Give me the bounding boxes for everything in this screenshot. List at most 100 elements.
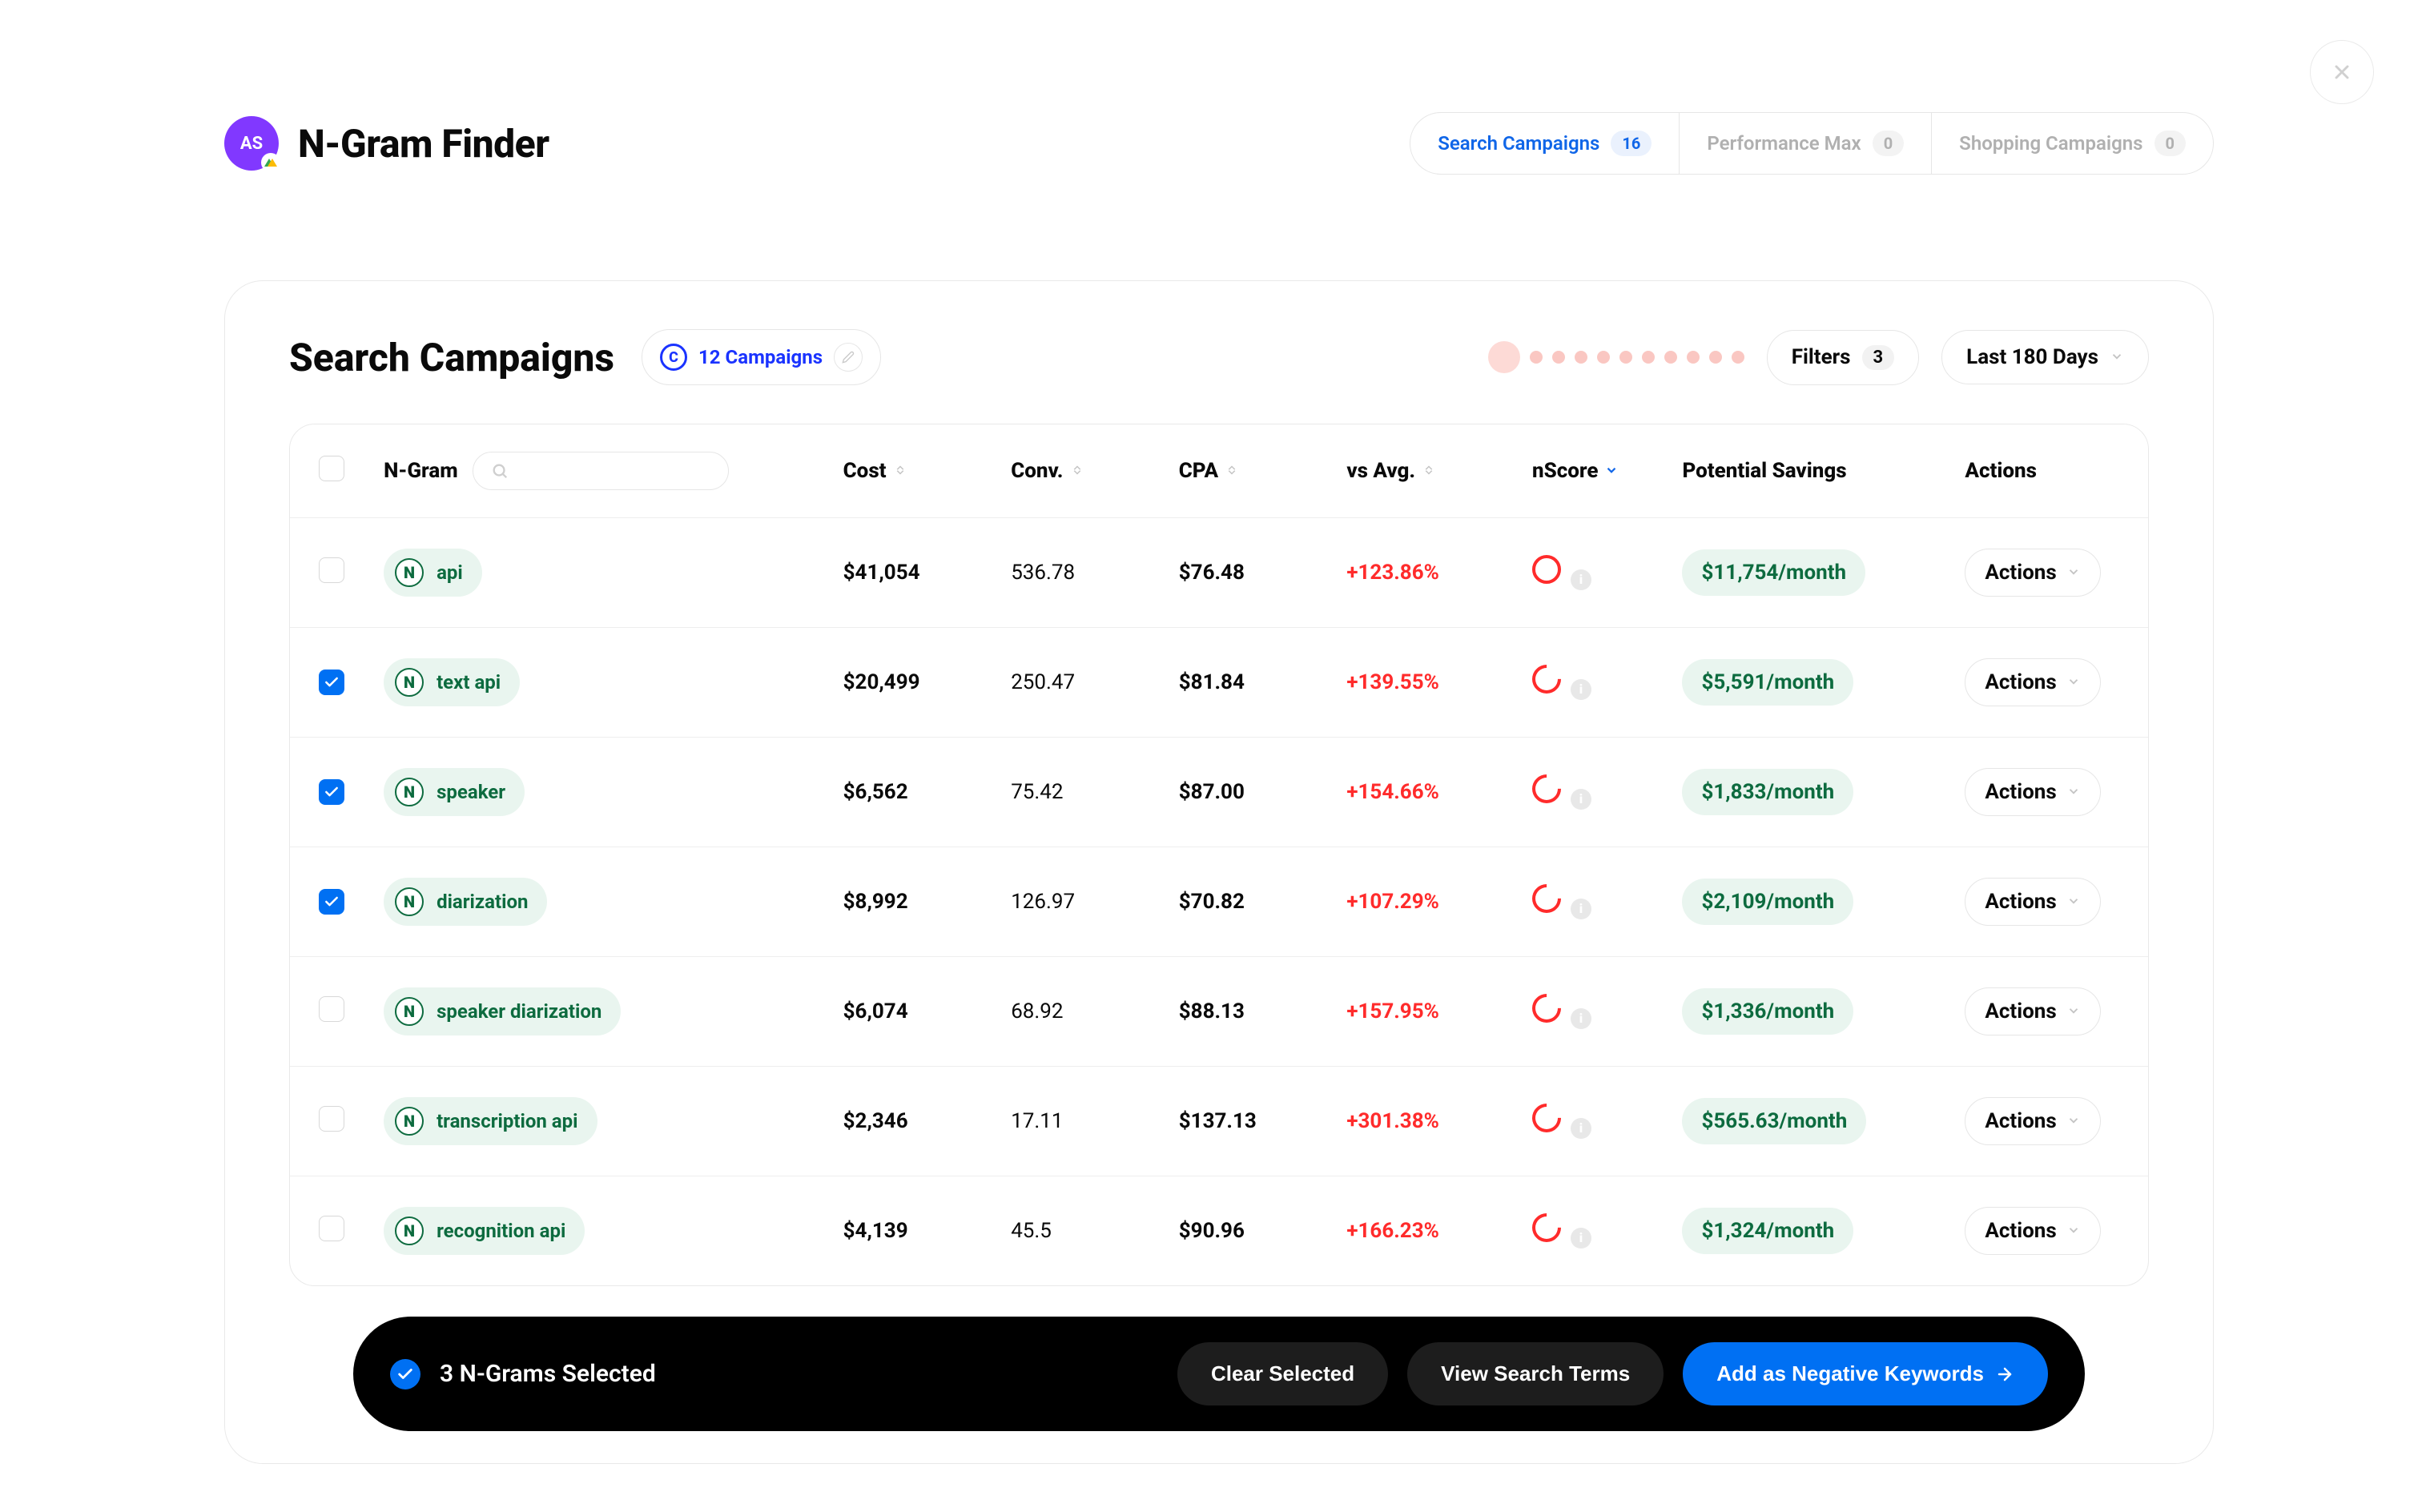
row-actions-button[interactable]: Actions: [1965, 768, 2100, 816]
view-search-terms-button[interactable]: View Search Terms: [1407, 1342, 1664, 1405]
info-icon[interactable]: i: [1571, 1228, 1591, 1249]
table-row: Nspeaker $6,562 75.42 $87.00 +154.66% i …: [290, 738, 2148, 847]
clear-selected-button[interactable]: Clear Selected: [1177, 1342, 1388, 1405]
conv-cell: 45.5: [995, 1176, 1163, 1286]
column-header-savings[interactable]: Potential Savings: [1682, 459, 1846, 483]
page-header: AS N-Gram Finder Search Campaigns 16 Per…: [224, 112, 2214, 175]
cpa-cell: $88.13: [1163, 957, 1331, 1067]
selection-footer-bar: 3 N-Grams Selected Clear Selected View S…: [353, 1317, 2085, 1431]
vs-avg-value: +107.29%: [1346, 890, 1439, 914]
vs-avg-value: +123.86%: [1346, 561, 1439, 585]
ngram-tag[interactable]: Ntext api: [384, 658, 520, 706]
nscore-indicator: [1526, 879, 1567, 919]
ngram-tag[interactable]: Nspeaker diarization: [384, 987, 621, 1035]
pagination-dot[interactable]: [1664, 351, 1677, 364]
card-title: Search Campaigns: [289, 335, 614, 380]
row-actions-button[interactable]: Actions: [1965, 987, 2100, 1035]
ngram-search-input[interactable]: [473, 452, 729, 490]
ngram-icon: N: [395, 668, 424, 697]
column-header-cpa[interactable]: CPA: [1179, 459, 1218, 483]
row-actions-button[interactable]: Actions: [1965, 549, 2100, 597]
info-icon[interactable]: i: [1571, 1118, 1591, 1139]
pagination-dot[interactable]: [1488, 341, 1520, 373]
info-icon[interactable]: i: [1571, 679, 1591, 700]
tab-search-campaigns[interactable]: Search Campaigns 16: [1410, 113, 1680, 174]
row-checkbox[interactable]: [319, 1106, 344, 1132]
nscore-indicator: [1526, 988, 1567, 1029]
filters-label: Filters: [1792, 345, 1851, 369]
row-checkbox[interactable]: [319, 557, 344, 583]
chevron-down-icon: [2066, 1219, 2081, 1243]
filters-count: 3: [1862, 345, 1895, 370]
row-checkbox[interactable]: [319, 670, 344, 695]
campaigns-selector[interactable]: C 12 Campaigns: [642, 329, 881, 385]
row-checkbox[interactable]: [319, 996, 344, 1022]
pagination-dot[interactable]: [1530, 351, 1543, 364]
row-actions-button[interactable]: Actions: [1965, 878, 2100, 926]
select-all-checkbox[interactable]: [319, 456, 344, 481]
account-avatar[interactable]: AS: [224, 116, 279, 171]
edit-campaigns-button[interactable]: [834, 343, 863, 372]
ngram-icon: N: [395, 558, 424, 587]
pagination-dot[interactable]: [1732, 351, 1744, 364]
sort-icon-active[interactable]: [1604, 459, 1619, 483]
sort-icon[interactable]: [1070, 459, 1084, 483]
pagination-dot[interactable]: [1687, 351, 1700, 364]
pagination-dot[interactable]: [1597, 351, 1610, 364]
selection-count-text: 3 N-Grams Selected: [440, 1360, 656, 1388]
info-icon[interactable]: i: [1571, 789, 1591, 810]
filters-button[interactable]: Filters 3: [1767, 330, 1919, 385]
column-header-vs-avg[interactable]: vs Avg.: [1346, 459, 1415, 483]
column-header-cost[interactable]: Cost: [843, 459, 887, 483]
conv-cell: 250.47: [995, 628, 1163, 738]
row-actions-button[interactable]: Actions: [1965, 1207, 2100, 1255]
close-button[interactable]: [2310, 40, 2374, 104]
tab-shopping-campaigns[interactable]: Shopping Campaigns 0: [1932, 113, 2213, 174]
ngram-tag[interactable]: Ntranscription api: [384, 1097, 597, 1145]
search-icon: [491, 462, 509, 480]
ngram-tag[interactable]: Nrecognition api: [384, 1207, 585, 1255]
chevron-down-icon: [2066, 890, 2081, 914]
row-actions-button[interactable]: Actions: [1965, 1097, 2100, 1145]
ngram-icon: N: [395, 778, 424, 806]
ngram-tag[interactable]: Nspeaker: [384, 768, 525, 816]
tab-count: 0: [1873, 131, 1904, 156]
pagination-dot[interactable]: [1619, 351, 1632, 364]
date-range-selector[interactable]: Last 180 Days: [1941, 330, 2149, 384]
conv-cell: 536.78: [995, 518, 1163, 628]
row-checkbox[interactable]: [319, 779, 344, 805]
info-icon[interactable]: i: [1571, 1008, 1591, 1029]
info-icon[interactable]: i: [1571, 899, 1591, 919]
column-header-nscore[interactable]: nScore: [1532, 459, 1599, 483]
tab-performance-max[interactable]: Performance Max 0: [1680, 113, 1932, 174]
info-icon[interactable]: i: [1571, 569, 1591, 590]
pagination-dot[interactable]: [1575, 351, 1587, 364]
pagination-dot[interactable]: [1552, 351, 1565, 364]
ngram-text: diarization: [437, 891, 528, 913]
sort-icon[interactable]: [1422, 459, 1436, 483]
column-header-ngram[interactable]: N-Gram: [384, 459, 458, 483]
sort-icon[interactable]: [1225, 459, 1239, 483]
tab-count: 0: [2154, 131, 2186, 156]
pagination-dots[interactable]: [1488, 341, 1744, 373]
ngram-tag[interactable]: Napi: [384, 549, 482, 597]
cpa-cell: $137.13: [1163, 1067, 1331, 1176]
add-negative-keywords-button[interactable]: Add as Negative Keywords: [1683, 1342, 2048, 1405]
arrow-right-icon: [1995, 1365, 2014, 1384]
row-checkbox[interactable]: [319, 889, 344, 915]
date-range-label: Last 180 Days: [1966, 345, 2098, 369]
tab-count: 16: [1611, 131, 1652, 156]
sort-icon[interactable]: [893, 459, 907, 483]
vs-avg-value: +301.38%: [1346, 1109, 1439, 1133]
pagination-dot[interactable]: [1642, 351, 1655, 364]
table-row: Nspeaker diarization $6,074 68.92 $88.13…: [290, 957, 2148, 1067]
row-actions-button[interactable]: Actions: [1965, 658, 2100, 706]
pagination-dot[interactable]: [1709, 351, 1722, 364]
ngram-text: recognition api: [437, 1220, 565, 1242]
campaigns-count-label: 12 Campaigns: [698, 346, 823, 368]
ngram-tag[interactable]: Ndiarization: [384, 878, 547, 926]
row-checkbox[interactable]: [319, 1216, 344, 1241]
ngram-text: text api: [437, 671, 501, 694]
column-header-conv[interactable]: Conv.: [1011, 459, 1063, 483]
nscore-indicator: [1526, 1098, 1567, 1139]
